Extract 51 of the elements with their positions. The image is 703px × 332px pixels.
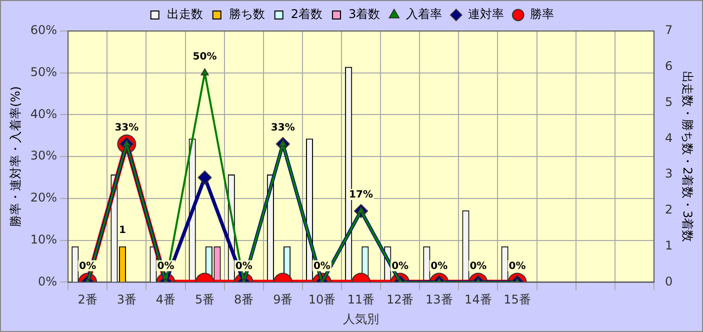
y-tick-label: 10% — [30, 232, 58, 246]
data-label: 0% — [508, 260, 526, 272]
legend-label: 3着数 — [348, 7, 380, 22]
y-tick-label: 20% — [30, 190, 58, 205]
y-tick-label: 0% — [38, 274, 58, 288]
data-label: 0% — [157, 260, 174, 272]
data-label: 0% — [79, 260, 96, 272]
x-tick-label: 4番 — [156, 292, 176, 307]
legend-label: 連対率 — [468, 7, 504, 22]
x-tick-label: 12番 — [386, 292, 414, 307]
y-axis-title: 勝率・連対率・入着率(%) — [8, 86, 22, 227]
legend-label: 勝ち数 — [228, 7, 265, 22]
data-label: 0% — [235, 260, 252, 272]
x-tick-label: 2番 — [78, 292, 98, 307]
legend-label: 入着率 — [406, 7, 442, 22]
x-tick-label: 14番 — [464, 292, 492, 307]
point — [198, 170, 212, 185]
legend-label: 勝率 — [530, 7, 554, 22]
data-label: 17% — [349, 190, 373, 201]
x-tick-label: 10番 — [308, 292, 336, 307]
x-tick-label: 15番 — [504, 292, 531, 307]
x-tick-label: 5番 — [194, 292, 215, 307]
data-label: 33% — [270, 122, 295, 134]
data-label: 33% — [114, 122, 139, 134]
y2-tick-label: 5 — [664, 94, 673, 109]
x-tick-label: 13番 — [425, 292, 453, 307]
legend-label: 出走数 — [166, 7, 203, 22]
y2-tick-label: 2 — [664, 202, 673, 217]
legend-label: 2着数 — [290, 7, 323, 22]
y-tick-label: 50% — [30, 64, 58, 79]
y2-tick-label: 6 — [664, 59, 673, 74]
data-label: 0% — [430, 260, 448, 272]
y2-tick-label: 4 — [664, 130, 673, 145]
data-label: 1 — [119, 224, 126, 236]
data-label: 50% — [192, 51, 217, 62]
x-tick-label: 8番 — [234, 292, 254, 307]
x-axis-title: 人気別 — [343, 312, 380, 326]
y2-tick-label: 0 — [664, 274, 673, 288]
y2-tick-label: 1 — [664, 238, 673, 252]
data-label: 0% — [313, 260, 330, 272]
y2-tick-label: 3 — [664, 166, 673, 181]
y-tick-label: 30% — [30, 148, 58, 163]
x-tick-label: 11番 — [347, 292, 375, 307]
y-tick-label: 60% — [30, 23, 58, 38]
x-tick-label: 3番 — [116, 292, 136, 307]
data-label: 0% — [470, 260, 487, 272]
y2-axis-title: 出走数・勝ち数・2着数・3着数 — [680, 70, 695, 242]
data-label: 0% — [392, 260, 409, 272]
y-tick-label: 40% — [30, 106, 58, 121]
x-tick-label: 9番 — [273, 292, 293, 307]
y2-tick-label: 7 — [664, 23, 673, 38]
